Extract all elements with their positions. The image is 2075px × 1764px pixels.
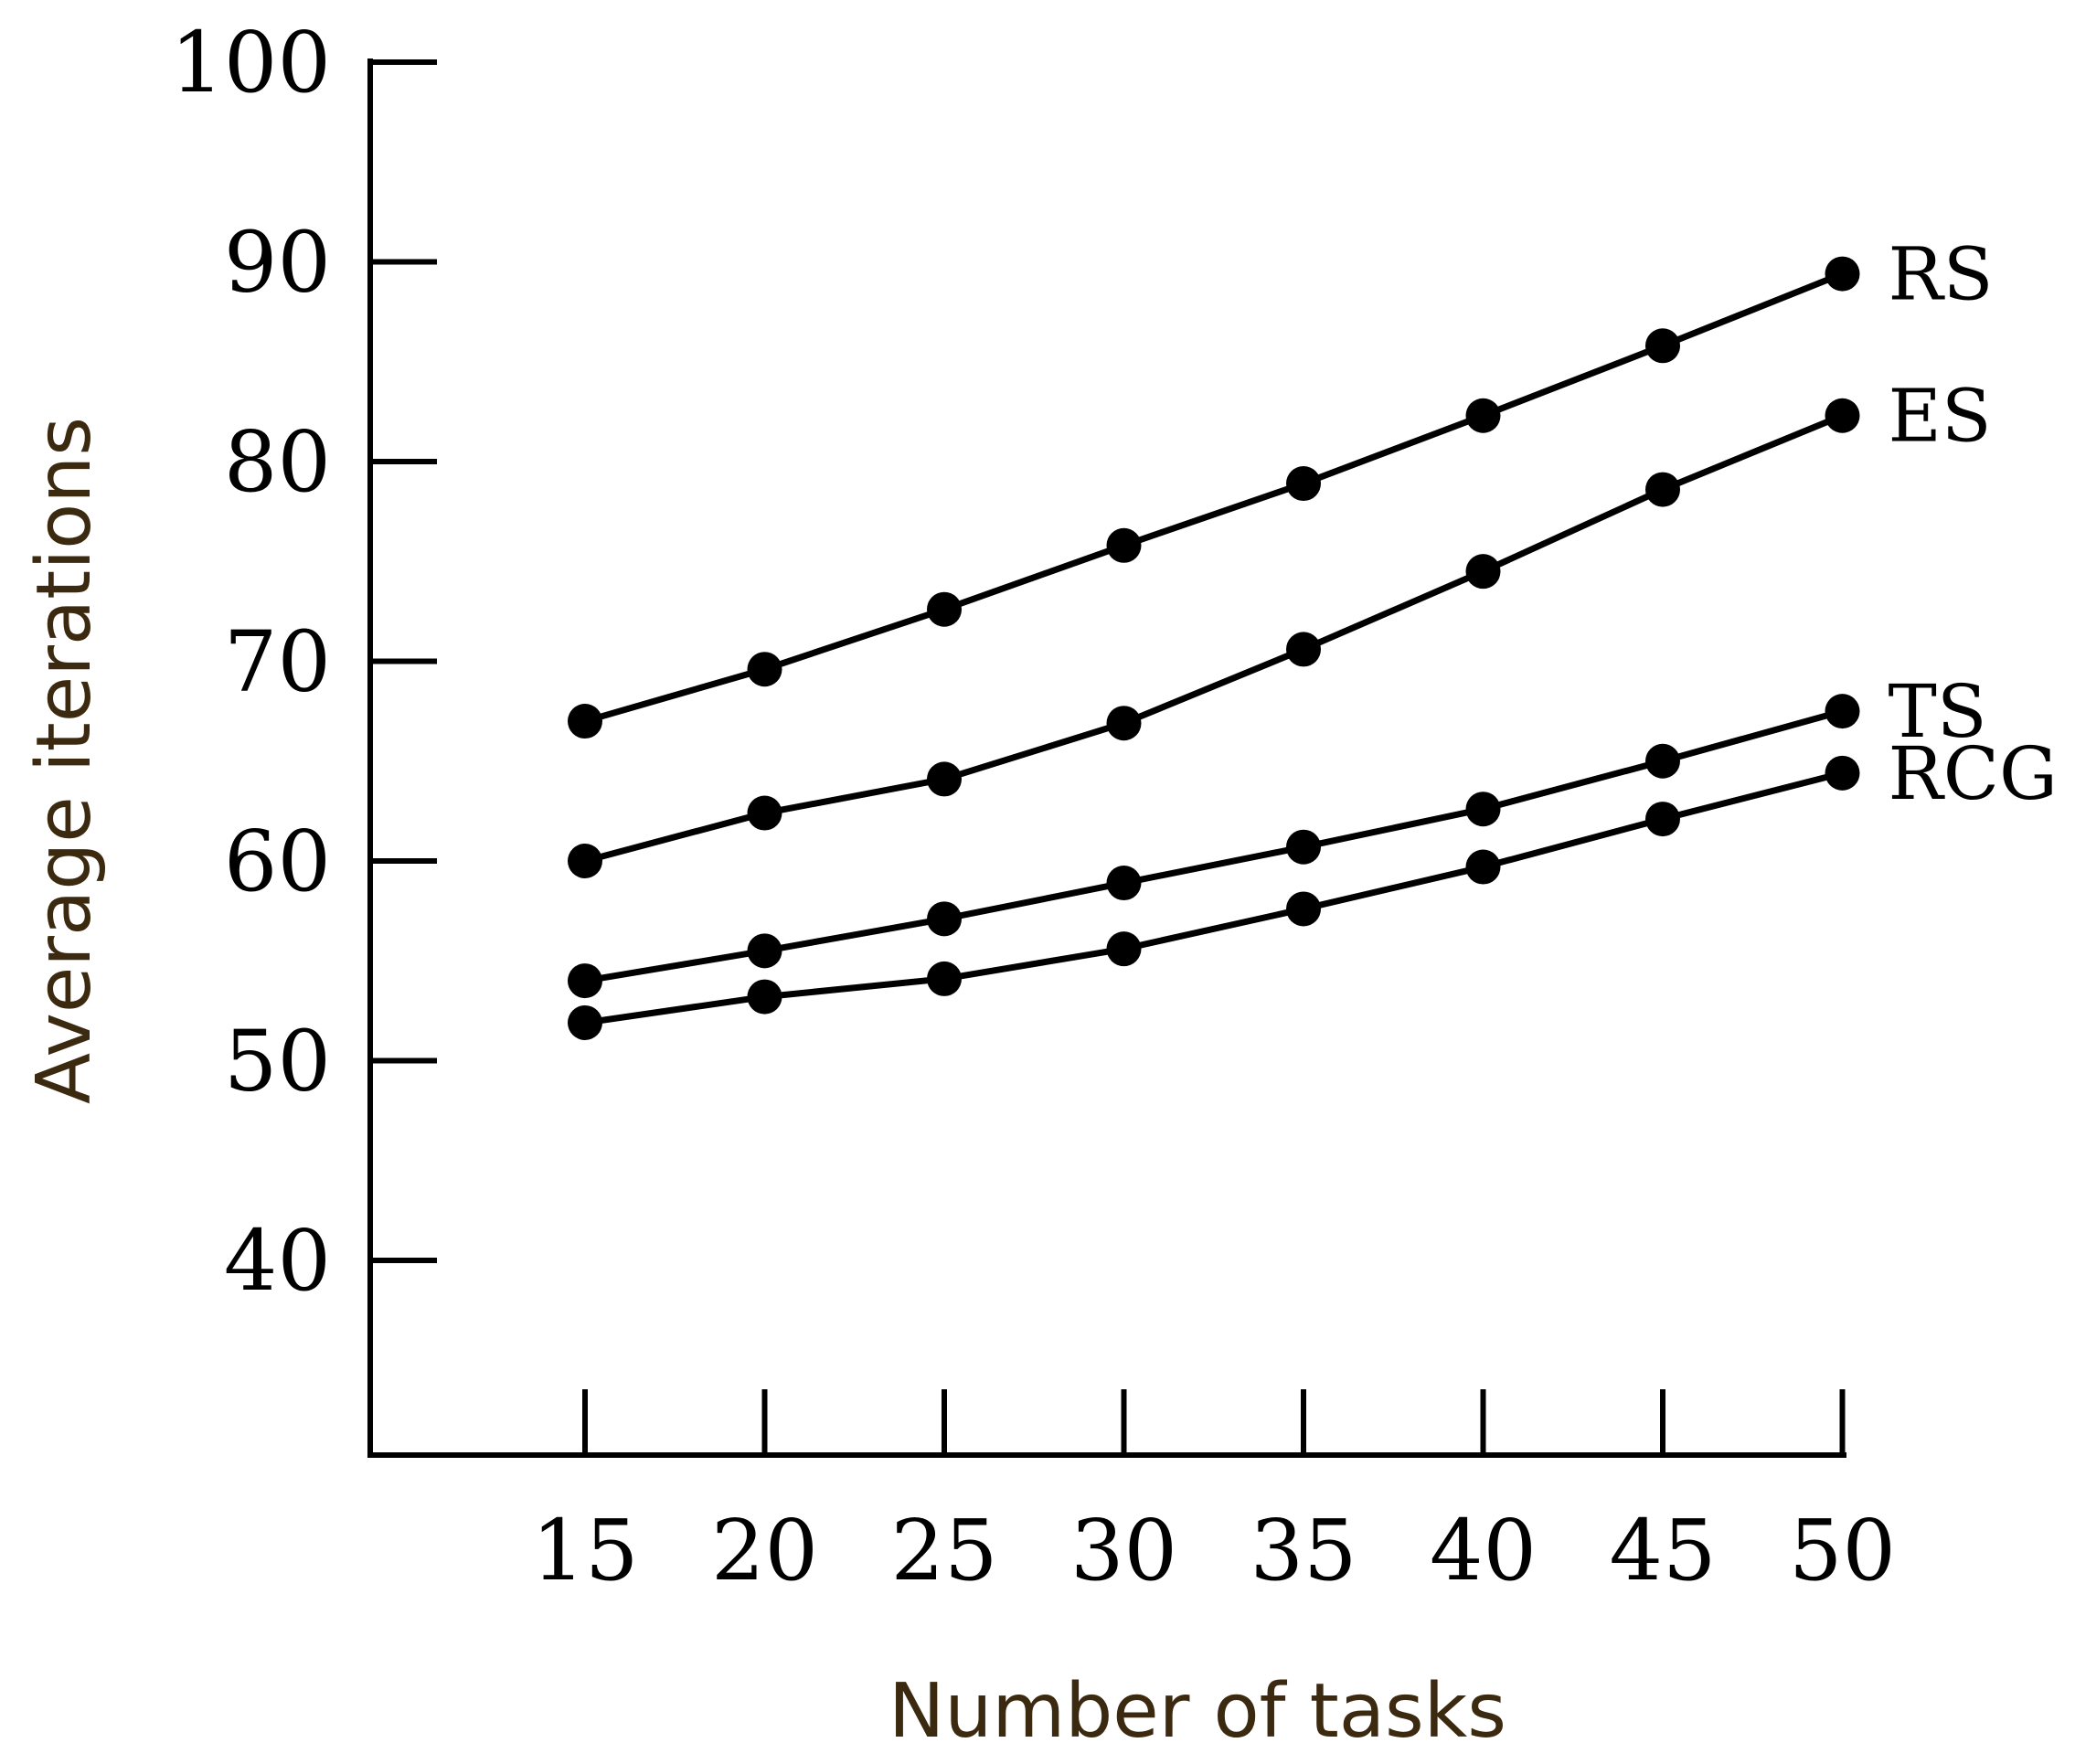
series-line-es xyxy=(584,412,1844,865)
series-ts xyxy=(568,694,1860,999)
data-point-es-20 xyxy=(747,795,782,831)
y-ticks: 40 50 60 70 80 90 100 xyxy=(170,14,437,1310)
series-rcg xyxy=(568,755,1860,1040)
data-point-rs-25 xyxy=(927,591,962,627)
data-point-ts-30 xyxy=(1106,866,1142,901)
x-tick-label-35: 35 xyxy=(1250,1502,1357,1599)
x-tick-label-45: 45 xyxy=(1609,1502,1716,1599)
data-point-es-25 xyxy=(927,761,962,797)
data-point-rcg-45 xyxy=(1645,802,1680,837)
x-tick-label-20: 20 xyxy=(711,1502,818,1599)
y-axis-title: Average iterations xyxy=(21,417,108,1104)
data-point-ts-25 xyxy=(927,901,962,937)
data-point-rcg-20 xyxy=(747,979,782,1015)
x-tick-label-40: 40 xyxy=(1430,1502,1537,1599)
series-rs xyxy=(568,256,1860,739)
data-point-rs-35 xyxy=(1286,466,1321,502)
y-tick-label-80: 80 xyxy=(224,413,331,511)
series-label-rcg: RCG xyxy=(1889,731,2058,816)
y-tick-label-90: 90 xyxy=(224,214,331,312)
x-tick-label-15: 15 xyxy=(531,1502,638,1599)
x-tick-label-50: 50 xyxy=(1789,1502,1896,1599)
x-tick-label-25: 25 xyxy=(890,1502,997,1599)
data-point-rs-15 xyxy=(568,704,602,739)
data-point-rcg-30 xyxy=(1106,931,1142,967)
series-line-rcg xyxy=(584,770,1844,1026)
series-line-rs xyxy=(584,271,1844,725)
x-ticks: 15 20 25 30 35 40 45 50 xyxy=(531,1389,1896,1599)
y-tick-label-40: 40 xyxy=(224,1212,331,1310)
data-point-rs-20 xyxy=(747,652,782,687)
y-tick-label-60: 60 xyxy=(224,813,331,910)
axes xyxy=(367,58,1846,1458)
data-point-rcg-35 xyxy=(1286,891,1321,927)
series-label-ts: TS xyxy=(1889,669,1987,754)
y-tick-label-50: 50 xyxy=(224,1013,331,1110)
data-point-es-40 xyxy=(1465,554,1501,590)
y-tick-label-100: 100 xyxy=(170,14,331,112)
x-tick-label-30: 30 xyxy=(1070,1502,1177,1599)
data-point-rs-45 xyxy=(1645,328,1680,364)
data-point-rcg-50 xyxy=(1825,755,1860,791)
data-point-rcg-40 xyxy=(1465,849,1501,885)
series-group xyxy=(568,256,1860,1040)
data-point-rcg-25 xyxy=(927,961,962,996)
data-point-ts-15 xyxy=(568,963,602,999)
series-label-es: ES xyxy=(1889,374,1992,459)
series-label-rs: RS xyxy=(1889,232,1994,317)
data-point-es-30 xyxy=(1106,706,1142,741)
data-point-rs-50 xyxy=(1825,256,1860,292)
y-tick-label-70: 70 xyxy=(224,613,331,711)
data-point-es-45 xyxy=(1645,472,1680,507)
data-point-rs-30 xyxy=(1106,527,1142,563)
data-point-ts-35 xyxy=(1286,829,1321,865)
data-point-rcg-15 xyxy=(568,1004,602,1040)
data-point-ts-40 xyxy=(1465,792,1501,827)
series-line-ts xyxy=(584,707,1844,984)
data-point-ts-45 xyxy=(1645,743,1680,779)
data-point-ts-50 xyxy=(1825,694,1860,729)
data-point-es-35 xyxy=(1286,632,1321,667)
data-point-es-50 xyxy=(1825,398,1860,433)
data-point-rs-40 xyxy=(1465,398,1501,433)
x-axis-title: Number of tasks xyxy=(889,1668,1506,1755)
data-point-ts-20 xyxy=(747,933,782,969)
data-point-es-15 xyxy=(568,844,602,878)
series-es xyxy=(568,398,1860,878)
